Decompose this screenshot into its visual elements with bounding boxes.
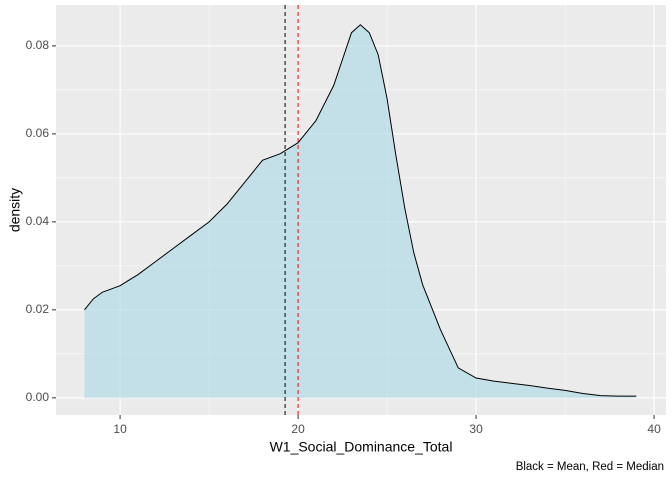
y-tick-label: 0.06 bbox=[26, 126, 50, 140]
x-tick-label: 10 bbox=[113, 422, 127, 436]
y-axis-title: density bbox=[7, 188, 23, 232]
x-tick-label: 30 bbox=[469, 422, 483, 436]
y-tick-label: 0.04 bbox=[26, 214, 50, 228]
density-line bbox=[84, 24, 637, 397]
y-tick-label: 0.00 bbox=[26, 390, 50, 404]
y-tick-label: 0.08 bbox=[26, 38, 50, 52]
density-area bbox=[84, 24, 637, 398]
x-axis-title: W1_Social_Dominance_Total bbox=[270, 439, 453, 455]
y-tick-label: 0.02 bbox=[26, 302, 50, 316]
x-tick-label: 40 bbox=[647, 422, 661, 436]
x-tick-label: 20 bbox=[291, 422, 305, 436]
caption: Black = Mean, Red = Median bbox=[516, 461, 664, 473]
